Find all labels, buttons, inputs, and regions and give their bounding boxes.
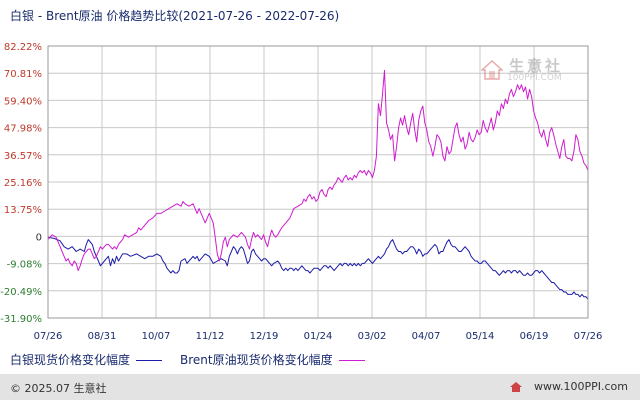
y-tick-label: 70.81% xyxy=(4,69,42,80)
legend: 白银现货价格变化幅度 Brent原油现货价格变化幅度 xyxy=(10,351,383,368)
y-tick-label: 82.22% xyxy=(4,42,42,53)
y-tick-label: 25.16% xyxy=(4,178,42,189)
house-icon xyxy=(481,59,503,80)
x-tick-label: 10/07 xyxy=(142,331,171,342)
y-tick-label: -20.49% xyxy=(0,287,42,298)
x-tick-label: 03/02 xyxy=(358,331,387,342)
x-tick-label: 12/19 xyxy=(250,331,279,342)
footer-site-link[interactable]: www.100PPI.com xyxy=(534,380,628,393)
x-tick-label: 04/07 xyxy=(412,331,441,342)
y-tick-label: -9.08% xyxy=(7,260,42,271)
site-logo-icon xyxy=(510,382,522,392)
x-tick-label: 05/14 xyxy=(466,331,495,342)
series-brent-line xyxy=(47,69,589,272)
y-tick-label: 47.98% xyxy=(4,124,42,135)
y-tick-label: 13.75% xyxy=(4,205,42,216)
axis-ticks: 82.22% 70.81% 59.40% 47.98% 36.57% 25.16% 13.7… xyxy=(0,42,602,342)
legend-brent-label: Brent原油现货价格变化幅度 xyxy=(180,353,333,367)
footer-copyright: © 2025.07 生意社 xyxy=(10,382,107,395)
x-tick-label: 08/31 xyxy=(88,331,117,342)
chart-title: 白银 - Brent原油 价格趋势比较(2021-07-26 - 2022-07… xyxy=(10,9,340,23)
plot-frame xyxy=(47,45,589,319)
watermark-logo: 生意社 100PPI.COM xyxy=(481,55,581,89)
x-tick-label: 11/12 xyxy=(196,331,225,342)
series-silver-line xyxy=(47,236,589,300)
footer-bar: © 2025.07 生意社 www.100PPI.com xyxy=(0,374,640,400)
watermark-brand: 生意社 xyxy=(509,57,564,75)
y-tick-label: 59.40% xyxy=(4,96,42,107)
legend-silver-swatch xyxy=(136,360,163,361)
series-lines xyxy=(47,69,589,300)
watermark-url: 100PPI.COM xyxy=(507,73,562,83)
x-tick-label: 07/26 xyxy=(574,331,603,342)
y-tick-label: 36.57% xyxy=(4,151,42,162)
legend-silver-label: 白银现货价格变化幅度 xyxy=(10,353,131,367)
y-tick-label: 0 xyxy=(36,232,42,243)
x-tick-label: 06/19 xyxy=(520,331,549,342)
x-tick-label: 07/26 xyxy=(34,331,63,342)
y-tick-label: -31.90% xyxy=(0,314,42,325)
legend-brent-swatch xyxy=(338,360,365,361)
x-tick-label: 01/24 xyxy=(304,331,333,342)
